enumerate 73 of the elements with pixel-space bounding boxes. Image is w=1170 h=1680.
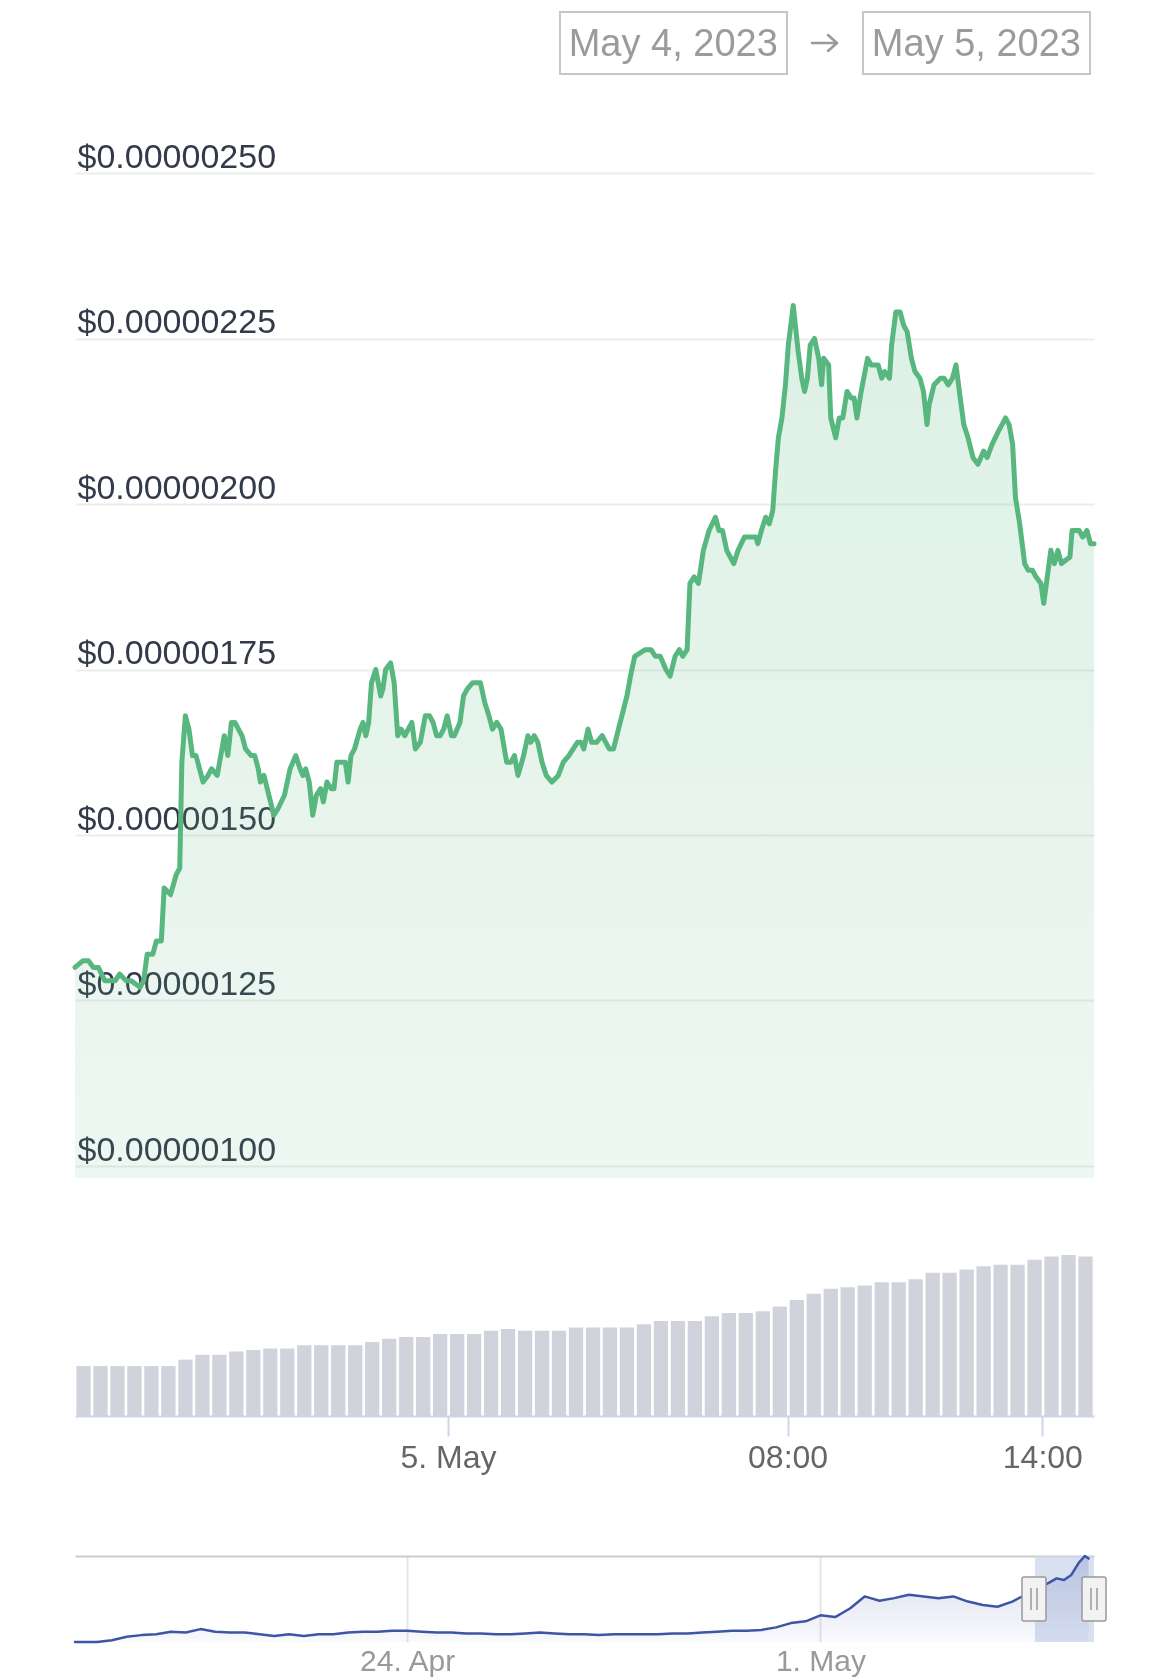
bar	[534, 1330, 549, 1416]
bar	[1060, 1255, 1076, 1416]
bar	[619, 1327, 634, 1416]
bar	[432, 1333, 447, 1416]
bar	[585, 1327, 600, 1416]
x-tick-label: 08:00	[747, 1438, 828, 1475]
bar	[160, 1366, 176, 1416]
x-tick-label: 14:00	[1002, 1438, 1083, 1475]
bar	[568, 1327, 583, 1416]
bar	[1043, 1256, 1059, 1416]
date-field: May 5, 2023	[861, 11, 1091, 75]
bar	[908, 1279, 923, 1416]
bar	[958, 1269, 974, 1416]
bar	[602, 1327, 617, 1416]
bar	[755, 1311, 770, 1416]
bar	[330, 1345, 345, 1416]
y-tick-label: $0.00000250	[77, 136, 277, 174]
bar	[789, 1300, 804, 1416]
bar	[92, 1366, 108, 1416]
bar	[1077, 1256, 1093, 1416]
bar	[823, 1288, 838, 1416]
bar	[925, 1272, 940, 1416]
bar	[262, 1348, 277, 1416]
bar	[840, 1287, 855, 1416]
x-tick-label: 5. May	[399, 1438, 496, 1475]
bar	[228, 1351, 243, 1416]
bar	[126, 1366, 142, 1416]
bar	[398, 1337, 413, 1416]
bar	[449, 1333, 464, 1416]
bar	[942, 1272, 957, 1416]
bar	[636, 1324, 651, 1416]
bar	[551, 1330, 566, 1416]
bar	[857, 1285, 872, 1416]
bar	[415, 1337, 430, 1416]
bar	[211, 1354, 226, 1416]
bar	[704, 1316, 719, 1416]
bar	[772, 1306, 787, 1416]
bar	[721, 1312, 736, 1416]
bar	[194, 1354, 210, 1416]
bar	[279, 1348, 294, 1416]
bar	[1026, 1259, 1042, 1416]
bar	[738, 1312, 753, 1416]
date-field: May 4, 2023	[558, 11, 788, 75]
bar	[1009, 1264, 1025, 1416]
bar	[177, 1359, 193, 1416]
bar	[109, 1366, 125, 1416]
x-tick-label: 24. Apr	[359, 1643, 455, 1677]
bar	[381, 1338, 396, 1416]
y-tick-label: $0.00000125	[77, 963, 277, 1002]
bar	[687, 1321, 702, 1416]
bar	[313, 1345, 328, 1416]
bar	[500, 1329, 515, 1416]
bar	[75, 1366, 91, 1416]
bar	[143, 1366, 159, 1416]
bar	[975, 1266, 991, 1416]
bar	[992, 1264, 1008, 1416]
bar	[891, 1282, 906, 1416]
bar	[347, 1345, 362, 1416]
bar	[466, 1333, 481, 1416]
bar	[653, 1321, 668, 1416]
bar	[483, 1330, 498, 1416]
y-tick-label: $0.00000175	[77, 632, 277, 671]
y-tick-label: $0.00000100	[77, 1129, 277, 1167]
y-tick-label: $0.00000200	[77, 467, 277, 505]
bar	[806, 1293, 821, 1416]
bar	[364, 1341, 379, 1416]
y-tick-label: $0.00000225	[77, 301, 277, 340]
bar	[670, 1321, 685, 1416]
bar	[296, 1345, 311, 1416]
x-tick-label: 1. May	[775, 1643, 866, 1677]
bar	[245, 1349, 260, 1416]
bar	[874, 1282, 889, 1416]
bar	[517, 1330, 532, 1416]
